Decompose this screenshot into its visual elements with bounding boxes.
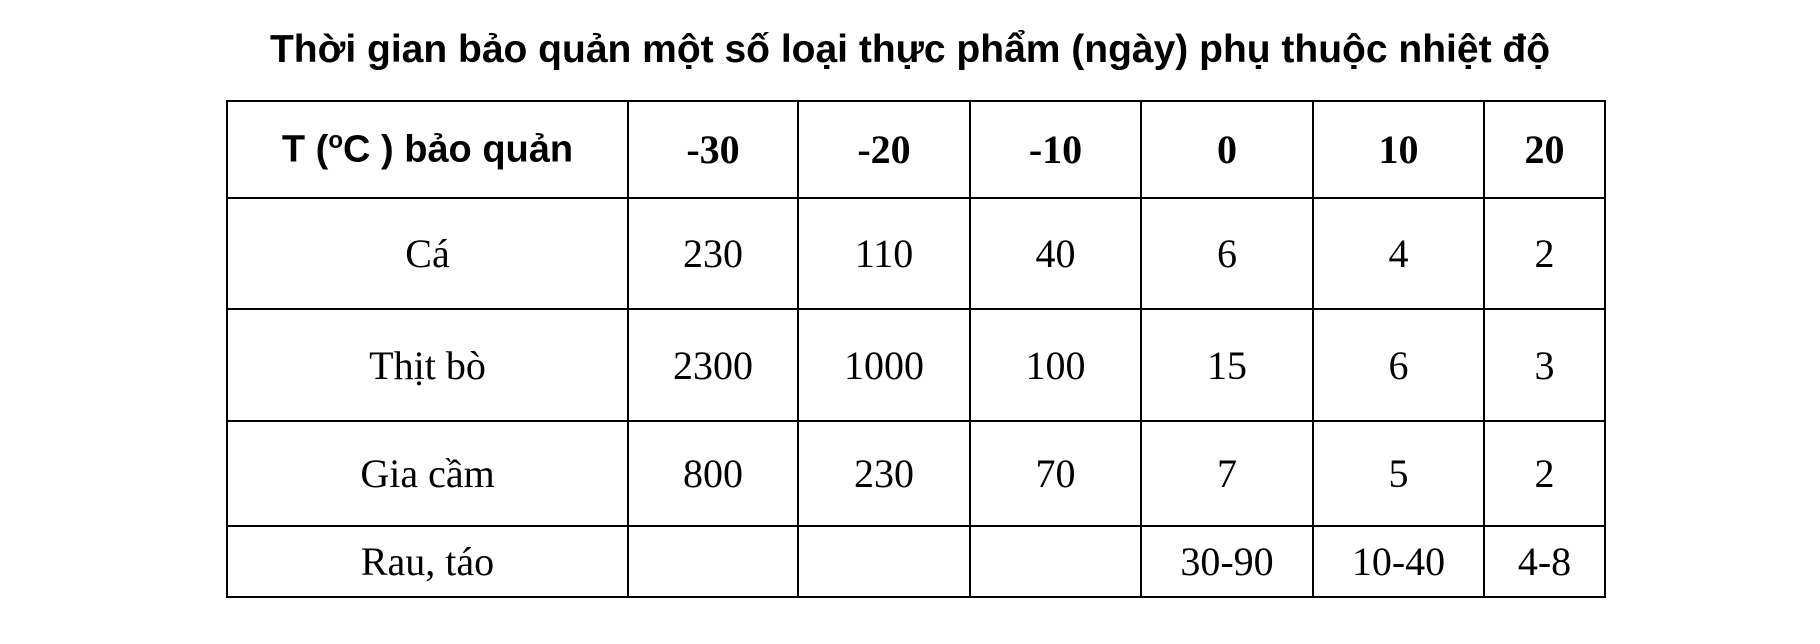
data-row: Cá 230 110 40 6 4 2 — [226, 197, 1606, 310]
cell: 110 — [797, 197, 971, 310]
cell: 4-8 — [1483, 525, 1606, 598]
row-label: Thịt bò — [226, 308, 629, 422]
cell: 1000 — [797, 308, 971, 422]
degree-sup: o — [328, 127, 343, 155]
cell: 30-90 — [1140, 525, 1314, 598]
cell: 7 — [1140, 420, 1314, 527]
corner-text: T ( — [281, 128, 329, 171]
cell — [797, 525, 971, 598]
row-label: Gia cầm — [226, 420, 629, 527]
corner-text: C ) bảo quản — [343, 128, 574, 171]
cell: 4 — [1312, 197, 1485, 310]
cell: 10-40 — [1312, 525, 1485, 598]
cell: 40 — [969, 197, 1142, 310]
cell — [969, 525, 1142, 598]
temperature-header: 10 — [1312, 100, 1485, 199]
temperature-header: -20 — [797, 100, 971, 199]
cell: 230 — [797, 420, 971, 527]
row-label: Cá — [226, 197, 629, 310]
cell: 6 — [1312, 308, 1485, 422]
temperature-header: 20 — [1483, 100, 1606, 199]
cell: 5 — [1312, 420, 1485, 527]
cell — [627, 525, 799, 598]
cell: 800 — [627, 420, 799, 527]
title: Thời gian bảo quản một số loại thực phẩm… — [269, 28, 1551, 71]
cell: 70 — [969, 420, 1142, 527]
data-row: Rau, táo 30-90 10-40 4-8 — [226, 525, 1606, 598]
cell: 6 — [1140, 197, 1314, 310]
temperature-header: -10 — [969, 100, 1142, 199]
cell: 2300 — [627, 308, 799, 422]
cell: 230 — [627, 197, 799, 310]
data-row: Gia cầm 800 230 70 7 5 2 — [226, 420, 1606, 527]
temperature-header: -30 — [627, 100, 799, 199]
header-row: T (oC ) bảo quản -30 -20 -10 0 10 20 — [226, 100, 1606, 199]
storage-table: T (oC ) bảo quản -30 -20 -10 0 10 20 Cá 230 110 40… — [226, 100, 1606, 598]
temperature-header: 0 — [1140, 100, 1314, 199]
cell: 2 — [1483, 420, 1606, 527]
cell: 15 — [1140, 308, 1314, 422]
cell: 3 — [1483, 308, 1606, 422]
corner-cell: T (oC ) bảo quản — [226, 100, 629, 199]
cell: 100 — [969, 308, 1142, 422]
row-label: Rau, táo — [226, 525, 629, 598]
data-row: Thịt bò 2300 1000 100 15 6 3 — [226, 308, 1606, 422]
cell: 2 — [1483, 197, 1606, 310]
